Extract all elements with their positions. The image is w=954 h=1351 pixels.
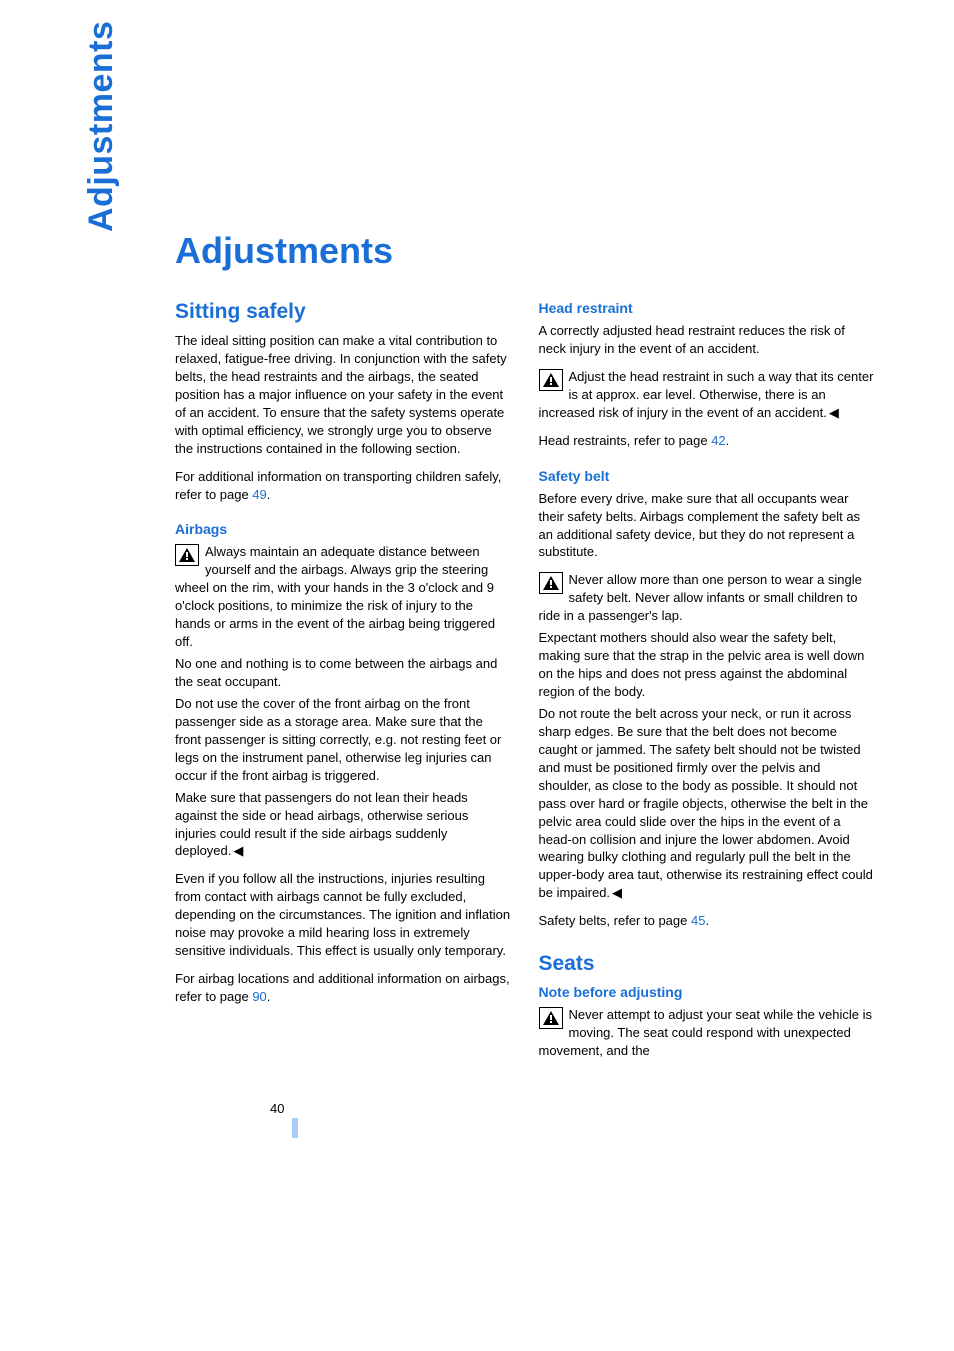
heading-safety-belt: Safety belt — [539, 468, 875, 484]
para-belt-warning: Never allow more than one person to wear… — [539, 571, 875, 625]
heading-note-before-adjusting: Note before adjusting — [539, 984, 875, 1000]
para-head-warning: Adjust the head restraint in such a way … — [539, 368, 875, 422]
heading-airbags: Airbags — [175, 521, 511, 537]
heading-sitting-safely: Sitting safely — [175, 300, 511, 324]
para-belt-intro: Before every drive, make sure that all o… — [539, 490, 875, 562]
text-fragment: Safety belts, refer to page — [539, 913, 691, 928]
page-ref-90[interactable]: 90 — [252, 989, 266, 1004]
para-airbags-4: Even if you follow all the instructions,… — [175, 870, 511, 960]
para-airbags-ref: For airbag locations and additional info… — [175, 970, 511, 1006]
text-fragment: . — [726, 433, 730, 448]
heading-seats: Seats — [539, 952, 875, 976]
chapter-title: Adjustments — [175, 230, 874, 272]
para-belt-2: Expectant mothers should also wear the s… — [539, 629, 875, 701]
text-fragment: For additional information on transporti… — [175, 469, 501, 502]
para-airbags-2: Do not use the cover of the front airbag… — [175, 695, 511, 785]
page-number: 40 — [270, 1101, 284, 1116]
warning-text: Always maintain an adequate distance bet… — [175, 544, 495, 649]
text-fragment: Do not route the belt across your neck, … — [539, 706, 873, 900]
manual-page: Adjustments Adjustments Sitting safely T… — [0, 0, 954, 1351]
side-tab-label: Adjustments — [82, 21, 121, 232]
para-seats-warning: Never attempt to adjust your seat while … — [539, 1006, 875, 1060]
para-airbags-3: Make sure that passengers do not lean th… — [175, 789, 511, 861]
text-fragment: . — [267, 487, 271, 502]
page-ref-45[interactable]: 45 — [691, 913, 705, 928]
page-ref-49[interactable]: 49 — [252, 487, 266, 502]
text-fragment: . — [705, 913, 709, 928]
end-mark-icon: ◀ — [829, 405, 839, 420]
text-fragment: . — [267, 989, 271, 1004]
two-column-layout: Sitting safely The ideal sitting positio… — [175, 300, 874, 1070]
para-airbags-1: No one and nothing is to come between th… — [175, 655, 511, 691]
right-column: Head restraint A correctly adjusted head… — [539, 300, 875, 1070]
warning-icon — [539, 369, 563, 391]
warning-text: Never allow more than one person to wear… — [539, 572, 862, 623]
end-mark-icon: ◀ — [233, 843, 243, 858]
page-marker — [292, 1118, 298, 1138]
para-sitting-intro: The ideal sitting position can make a vi… — [175, 332, 511, 458]
para-head-intro: A correctly adjusted head restraint redu… — [539, 322, 875, 358]
para-belt-3: Do not route the belt across your neck, … — [539, 705, 875, 902]
para-belt-ref: Safety belts, refer to page 45. — [539, 912, 875, 930]
text-fragment: Make sure that passengers do not lean th… — [175, 790, 468, 859]
left-column: Sitting safely The ideal sitting positio… — [175, 300, 511, 1070]
text-fragment: Head restraints, refer to page — [539, 433, 712, 448]
warning-icon — [175, 544, 199, 566]
text-fragment: For airbag locations and additional info… — [175, 971, 510, 1004]
para-head-ref: Head restraints, refer to page 42. — [539, 432, 875, 450]
warning-icon — [539, 1007, 563, 1029]
page-ref-42[interactable]: 42 — [711, 433, 725, 448]
para-airbags-warning: Always maintain an adequate distance bet… — [175, 543, 511, 651]
heading-head-restraint: Head restraint — [539, 300, 875, 316]
end-mark-icon: ◀ — [612, 885, 622, 900]
warning-text: Never attempt to adjust your seat while … — [539, 1007, 872, 1058]
warning-text: Adjust the head restraint in such a way … — [539, 369, 874, 420]
warning-icon — [539, 572, 563, 594]
para-sitting-children-ref: For additional information on transporti… — [175, 468, 511, 504]
